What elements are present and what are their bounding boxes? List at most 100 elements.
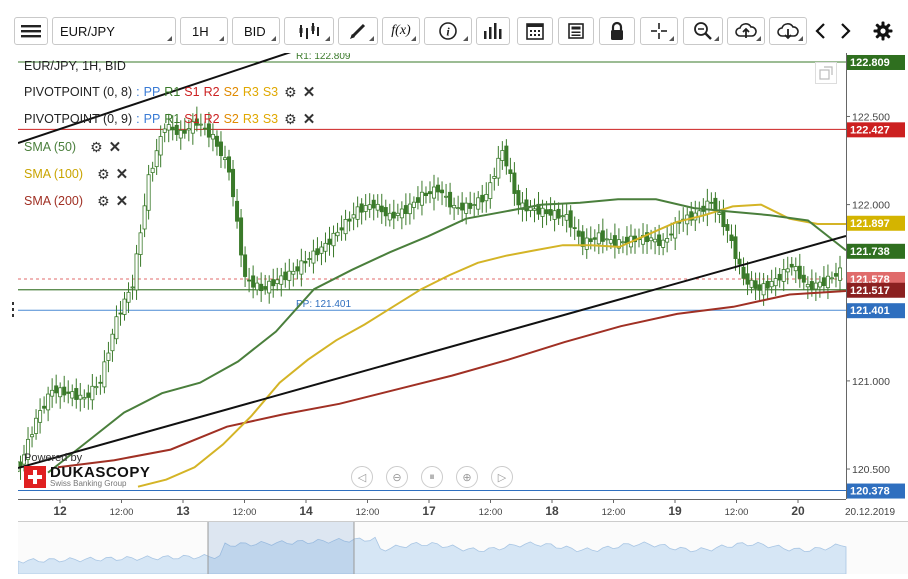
price-axis[interactable]: 122.500 122.000 121.000 120.500 122.809 122.4… — [846, 53, 908, 499]
calendar-button[interactable] — [517, 17, 553, 45]
volume-button[interactable] — [476, 17, 510, 45]
candle-body — [186, 128, 191, 131]
chart-navigator[interactable] — [17, 521, 908, 575]
scroll-left-button[interactable] — [808, 17, 832, 45]
candle-body — [210, 133, 215, 140]
drawing-tools-button[interactable] — [338, 17, 378, 45]
download-button[interactable] — [769, 17, 807, 45]
candle-body — [452, 204, 457, 209]
candle-body — [516, 190, 521, 206]
dropdown-corner-icon — [219, 36, 224, 41]
candle-body — [729, 234, 734, 241]
candle-body — [560, 215, 565, 218]
price-tick-label: 122.000 — [852, 200, 890, 212]
instrument-select[interactable]: EUR/JPY — [52, 17, 176, 45]
sma50-settings-gear-icon[interactable]: ⚙ — [90, 138, 103, 155]
scroll-right-button[interactable] — [834, 17, 858, 45]
candle-body — [769, 281, 774, 288]
lock-button[interactable] — [599, 17, 635, 45]
date-tick-label: 12:00 — [725, 507, 749, 518]
candle-body — [311, 250, 316, 264]
candle-body — [508, 169, 513, 174]
candle-body — [70, 391, 75, 399]
candle-body — [86, 392, 91, 398]
pivot1-remove-close-icon[interactable]: ✕ — [302, 84, 316, 101]
period-select[interactable]: 1H — [180, 17, 228, 45]
chart-plot-area[interactable]: R1: 122.809 PP: 121.401 EUR/JPY, 1H, BID … — [18, 53, 846, 499]
zoom-out-button[interactable]: ⊖ — [386, 466, 408, 488]
price-axis-svg: 122.500 122.000 121.000 120.500 122.809 122.4… — [846, 53, 905, 499]
sma200-remove-close-icon[interactable]: ✕ — [115, 193, 129, 210]
candle-body — [279, 275, 284, 285]
news-button[interactable] — [558, 17, 594, 45]
dropdown-corner-icon — [271, 36, 276, 41]
candle-body — [347, 218, 352, 222]
candle-body — [556, 208, 561, 219]
date-tick-label: 12:00 — [233, 507, 257, 518]
offer-side-select[interactable]: BID — [232, 17, 280, 45]
candle-body — [705, 200, 710, 215]
settings-button[interactable] — [866, 17, 900, 45]
price-tag-label: 121.401 — [850, 305, 890, 317]
candle-body — [251, 275, 256, 288]
candle-body — [608, 239, 613, 244]
candle-body — [102, 361, 107, 388]
candle-body — [419, 191, 424, 206]
settings-gear-icon — [873, 21, 893, 41]
sma200-settings-gear-icon[interactable]: ⚙ — [97, 192, 110, 209]
powered-by-logo: Powered by DUKASCOPY Swiss Banking Group — [24, 452, 150, 488]
pivot2-remove-close-icon[interactable]: ✕ — [302, 111, 316, 128]
dropdown-corner-icon — [669, 36, 674, 41]
maximize-chart-button[interactable] — [815, 62, 837, 84]
scroll-back-icon: ◁ — [357, 471, 367, 484]
price-tag-label: 121.517 — [850, 285, 890, 297]
sma100-line — [137, 203, 846, 488]
candle-body — [299, 260, 304, 275]
dukascopy-cross-icon — [24, 465, 46, 488]
candle-body — [653, 238, 658, 243]
indicators-button[interactable]: f(x) — [382, 17, 420, 45]
dropdown-corner-icon — [714, 36, 719, 41]
zoom-button[interactable] — [683, 17, 723, 45]
candle-body — [162, 128, 167, 133]
candle-body — [520, 202, 525, 210]
zoom-in-button[interactable]: ⊕ — [456, 466, 478, 488]
sma50-remove-close-icon[interactable]: ✕ — [108, 139, 122, 156]
candle-body — [335, 231, 340, 237]
candle-body — [359, 203, 364, 213]
pivot1-settings-gear-icon[interactable]: ⚙ — [284, 83, 297, 100]
candle-body — [307, 258, 312, 260]
menu-button[interactable] — [14, 17, 48, 45]
candle-type-icon — [299, 23, 319, 39]
drag-dots-icon — [12, 302, 14, 317]
legend-pivot-part-r1: R1 — [164, 85, 181, 99]
candle-type-button[interactable] — [284, 17, 334, 45]
candle-body — [387, 212, 392, 221]
candle-body — [544, 209, 549, 215]
candle-body — [371, 199, 376, 209]
pivot2-settings-gear-icon[interactable]: ⚙ — [284, 110, 297, 127]
sma100-settings-gear-icon[interactable]: ⚙ — [97, 165, 110, 182]
price-tag-label: 122.427 — [850, 124, 890, 136]
candle-body — [62, 386, 67, 396]
crosshair-button[interactable] — [640, 17, 678, 45]
info-button[interactable]: i — [424, 17, 472, 45]
date-axis[interactable]: 12 12:00 13 12:00 14 12:00 17 12:00 18 12:00 19 12:… — [18, 499, 908, 521]
candle-body — [206, 123, 211, 138]
reset-view-button[interactable]: ⏸ — [421, 466, 443, 488]
candle-body — [436, 184, 441, 193]
upload-button[interactable] — [727, 17, 765, 45]
navigator-window — [208, 522, 354, 574]
price-chart-svg: R1: 122.809 PP: 121.401 — [18, 53, 846, 492]
scroll-forward-button[interactable]: ▷ — [491, 466, 513, 488]
splitter-handle[interactable] — [11, 300, 15, 320]
price-tag-box — [847, 54, 905, 70]
news-icon — [568, 23, 584, 39]
scroll-back-button[interactable]: ◁ — [351, 466, 373, 488]
legend-pivot-part-r3: R3 — [242, 85, 259, 99]
date-tick-label: 12 — [53, 504, 67, 518]
candle-body — [548, 209, 553, 216]
sma100-remove-close-icon[interactable]: ✕ — [115, 166, 129, 183]
candle-body — [295, 266, 300, 272]
sma50-line — [47, 198, 846, 474]
